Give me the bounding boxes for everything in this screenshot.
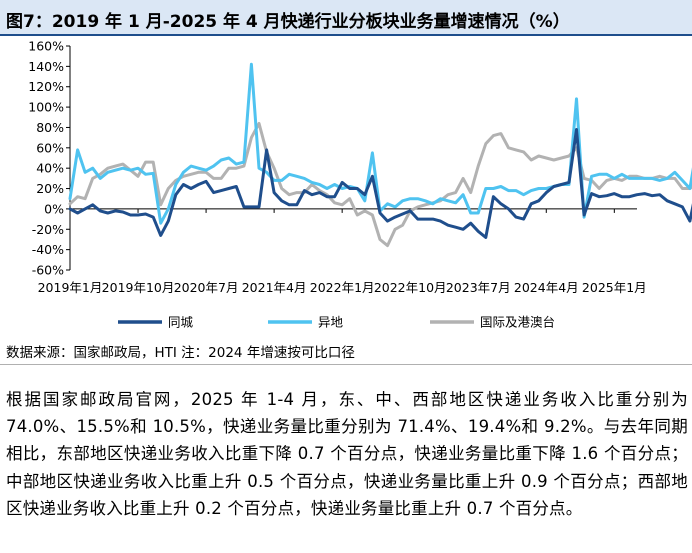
y-tick-label: 60% [36,140,64,155]
y-tick-label: -20% [32,222,64,237]
paragraph-text: 根据国家邮政局官网，2025 年 1-4 月，东、中、西部地区快递业务收入比重分… [6,390,688,518]
y-tick-label: 100% [28,100,64,115]
x-tick-label: 2019年10月 [102,280,175,295]
y-tick-label: 40% [36,161,64,176]
y-tick-label: 20% [36,181,64,196]
series-line-1 [68,62,692,225]
y-tick-label: 140% [28,59,64,74]
title-divider [0,34,692,36]
x-tick-label: 2022年10月 [374,280,447,295]
y-tick-label: 120% [28,79,64,94]
chart-axes: -60% -40% -20% 0% 20% 40% 60% 80% 100% 120% 140% 16… [28,39,646,296]
chart-series-lines [68,62,692,248]
source-divider [0,364,692,365]
x-tick-label: 2024年4月 [514,280,579,295]
legend-label-1: 异地 [318,315,344,330]
chart-legend: 同城 异地 国际及港澳台 [118,315,555,330]
figure-source-note: 数据来源：国家邮政局，HTI 注：2024 年增速按可比口径 [6,345,355,361]
figure-title: 图7：2019 年 1 月-2025 年 4 月快递行业分板块业务量增速情况（%… [0,0,692,34]
x-tick-label: 2019年1月 [38,280,103,295]
y-tick-label: -40% [32,242,64,257]
series-line-2 [68,121,692,248]
legend-label-2: 国际及港澳台 [480,315,555,330]
legend-label-0: 同城 [168,315,194,330]
x-tick-label: 2023年7月 [446,280,511,295]
analysis-paragraph: 根据国家邮政局官网，2025 年 1-4 月，东、中、西部地区快递业务收入比重分… [6,386,688,522]
y-tick-label: 0% [44,201,64,216]
y-tick-label: 160% [28,39,64,54]
y-tick-label: -60% [32,263,64,278]
x-tick-label: 2021年4月 [242,280,307,295]
line-chart: -60% -40% -20% 0% 20% 40% 60% 80% 100% 120% 140% 16… [28,39,692,330]
x-tick-label: 2025年1月 [582,280,647,295]
x-tick-label: 2022年1月 [310,280,375,295]
series-line-0 [68,128,692,239]
x-tick-label: 2020年7月 [174,280,239,295]
y-tick-label: 80% [36,120,64,135]
